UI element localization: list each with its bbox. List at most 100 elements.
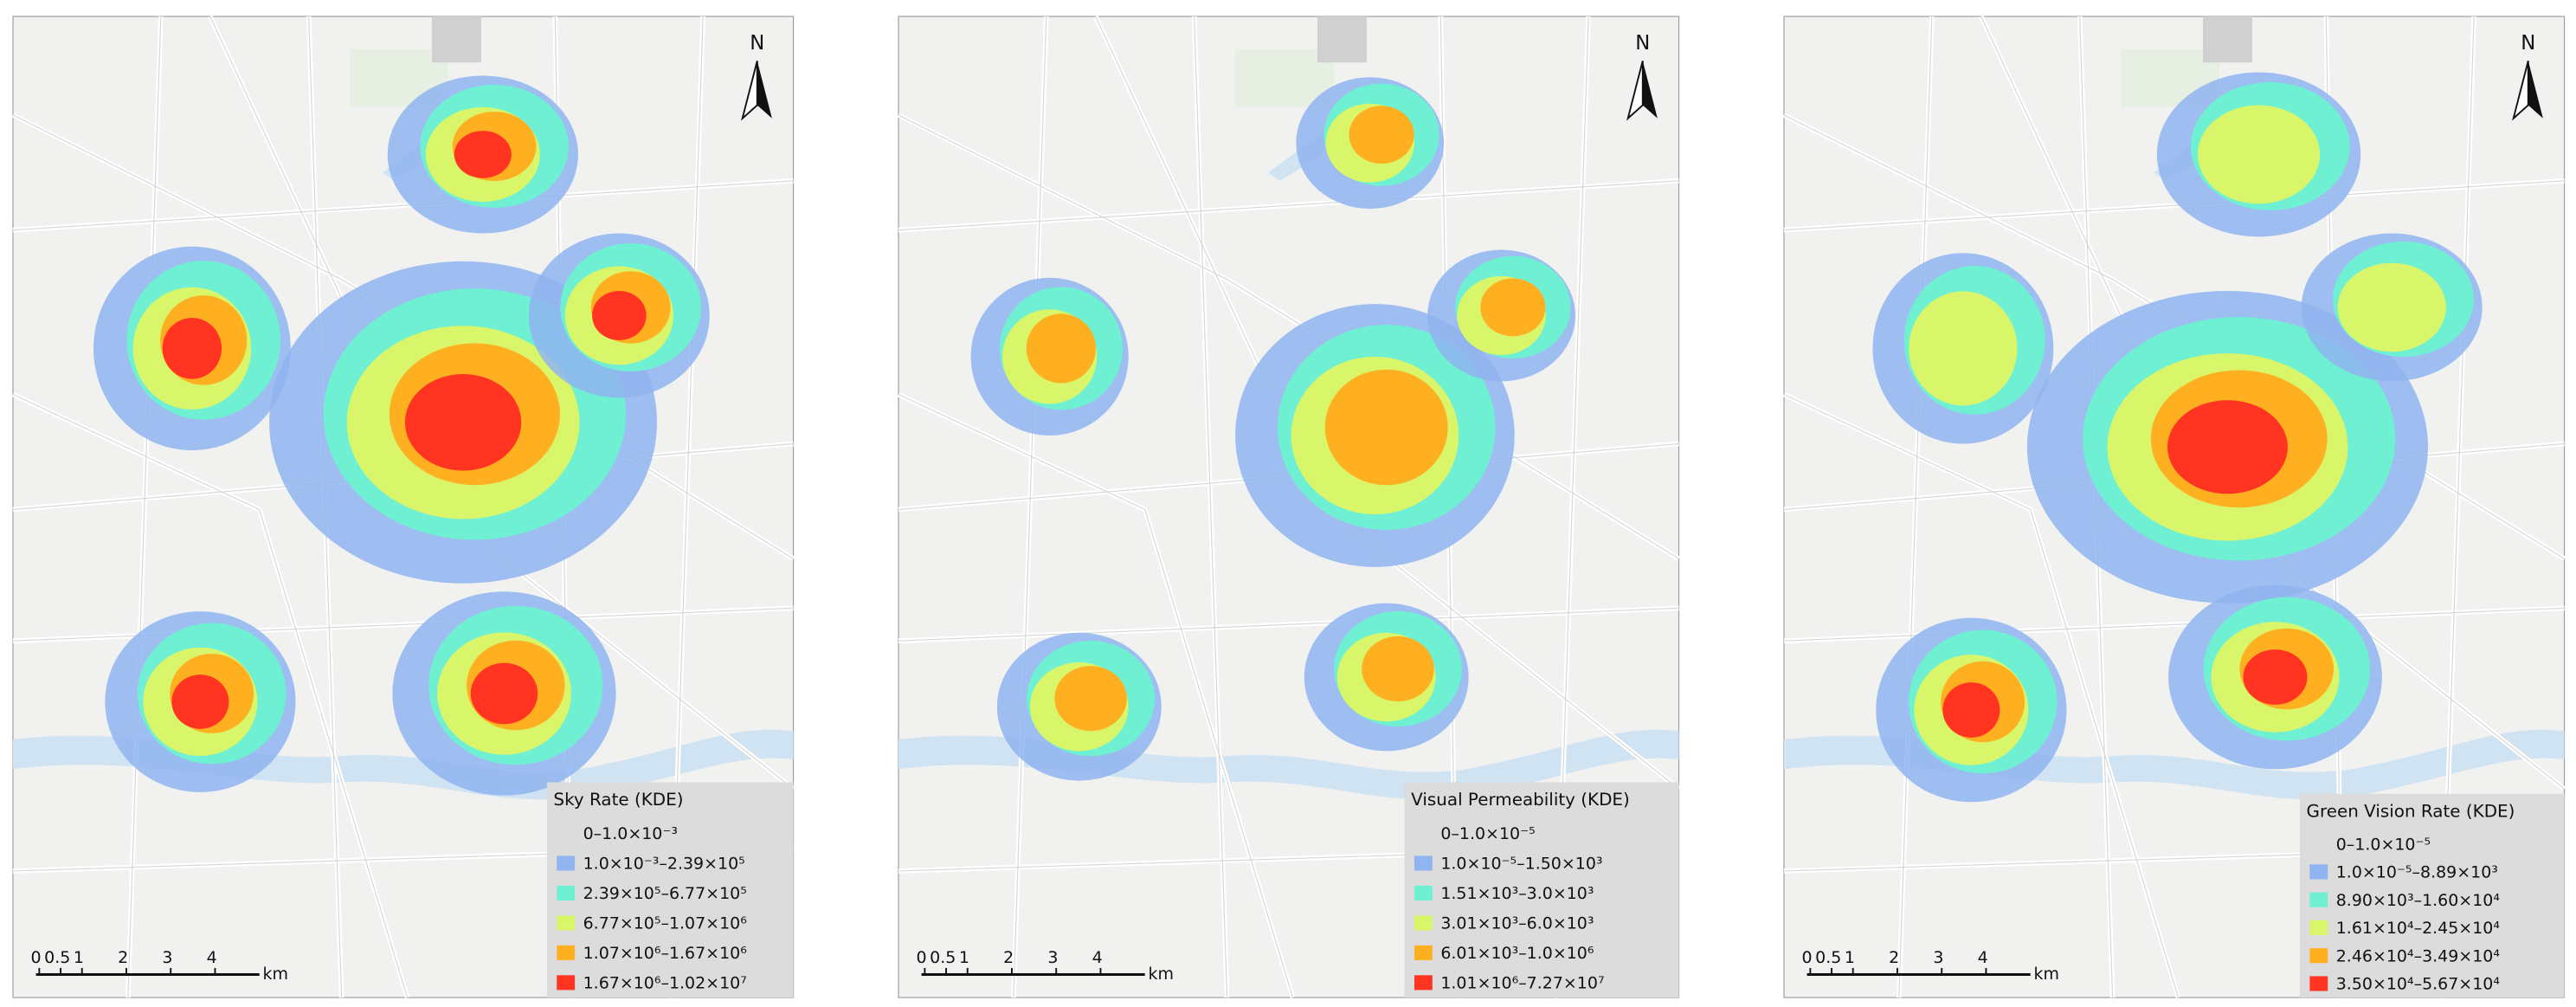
river [13,729,794,800]
density-zone [2197,105,2321,204]
legend-label: 6.01×10³–1.0×10⁶ [1440,944,1594,963]
scale-label: 3 [162,948,172,967]
road-edge [1783,180,2565,231]
legend-swatch [1414,885,1433,900]
scale-label: 2 [1889,948,1899,967]
density-zone [171,675,229,729]
scale-label: 0 [31,948,42,967]
scale-unit: km [1148,965,1173,984]
legend-label: 0–1.0×10⁻³ [583,824,678,843]
road-edge [1898,16,1933,998]
road-edge [898,114,1679,559]
road-edge [1013,16,1047,998]
scale-label: 1 [1845,948,1855,967]
road-edge [1194,16,1228,998]
river [898,729,1679,800]
density-zone [1362,636,1434,702]
legend-label: 8.90×10³–1.60×10⁴ [2336,891,2500,910]
road-edge [898,394,1294,998]
legend-swatch [1414,855,1433,871]
scale-label: 2 [1003,948,1014,967]
legend-label: 6.77×10⁵–1.07×10⁶ [583,914,747,933]
scale-label: 0.5 [44,948,70,967]
building [1317,16,1367,63]
legend-box [546,782,794,998]
scale-label: 0.5 [1815,948,1841,967]
north-arrow [2528,61,2543,119]
scale-label: 1 [959,948,969,967]
scale-label: 2 [118,948,128,967]
road-edge [1783,607,2565,642]
river [1784,729,2565,800]
road-edge [898,180,1679,231]
legend-label: 1.0×10⁻⁵–8.89×10³ [2336,863,2498,882]
map-panel: N 0 0.5 1 2 3 4 km Visual Permeability (KDE) 0–1.… [897,15,1681,998]
density-zone [1349,106,1414,165]
road-edge [12,394,409,998]
scale-label: 3 [1047,948,1058,967]
legend-swatch [557,855,576,871]
density-zone [2243,649,2308,705]
map-panel: N 0 0.5 1 2 3 4 km Sky Rate (KDE) 0–1.0×10⁻³ 1.0×1… [11,15,795,998]
legend-label: 1.51×10³–3.0×10³ [1440,884,1594,903]
legend-label: 1.67×10⁶–1.02×10⁷ [583,974,747,993]
north-label: N [750,32,764,55]
scale-label: 4 [207,948,217,967]
scale-label: 0 [1802,948,1813,967]
legend-swatch [2309,892,2328,907]
legend-label: 2.39×10⁵–6.77×10⁵ [583,884,747,903]
north-label: N [2521,32,2535,55]
density-zone [1054,666,1127,732]
legend-label: 3.01×10³–6.0×10³ [1440,914,1594,933]
north-arrow [757,61,772,119]
north-label: N [1635,32,1650,55]
north-arrow [2512,61,2529,121]
legend-swatch [557,885,576,900]
density-zone [470,662,538,725]
north-arrow [1642,61,1658,119]
legend-label: 3.50×10⁴–5.67×10⁴ [2336,975,2500,994]
density-zone [1324,369,1448,486]
density-zone [1942,682,2000,738]
density-zone [2337,262,2446,352]
scale-label: 4 [1978,948,1988,967]
road-edge [1783,394,2180,998]
legend-swatch [557,975,576,991]
legend-label: 1.61×10⁴–2.45×10⁴ [2336,919,2500,938]
legend-label: 2.46×10⁴–3.49×10⁴ [2336,946,2500,965]
legend-swatch [2309,948,2328,964]
density-zone [1909,291,2018,406]
road-edge [898,607,1679,642]
legend-swatch [2309,920,2328,935]
building [2202,16,2252,63]
legend-title: Visual Permeability (KDE) [1411,790,1630,810]
scale-unit: km [262,965,287,984]
density-zone [2167,400,2288,494]
scale-label: 1 [74,948,84,967]
legend-swatch [1414,975,1433,991]
legend-title: Green Vision Rate (KDE) [2307,801,2515,821]
legend-swatch [557,915,576,931]
density-zone [454,131,512,178]
north-arrow [1626,61,1644,121]
legend-label: 1.01×10⁶–7.27×10⁷ [1440,974,1604,993]
legend-box [1404,782,1679,998]
legend-swatch [557,945,576,960]
scale-label: 4 [1092,948,1103,967]
legend-swatch [1414,945,1433,960]
legend-label: 1.07×10⁶–1.67×10⁶ [583,944,747,963]
scale-unit: km [2033,965,2058,984]
road-edge [12,180,794,231]
density-zone [162,318,222,379]
scale-label: 3 [1933,948,1943,967]
scale-label: 0.5 [930,948,956,967]
density-zone [404,374,522,471]
legend-swatch [2309,864,2328,880]
map-panel: N 0 0.5 1 2 3 4 km Green Vision Rate (KDE) 0–1.0×… [1782,15,2566,998]
density-zone [1026,313,1096,384]
legend-swatch [2309,976,2328,991]
road-edge [127,16,162,998]
legend-title: Sky Rate (KDE) [553,790,683,810]
